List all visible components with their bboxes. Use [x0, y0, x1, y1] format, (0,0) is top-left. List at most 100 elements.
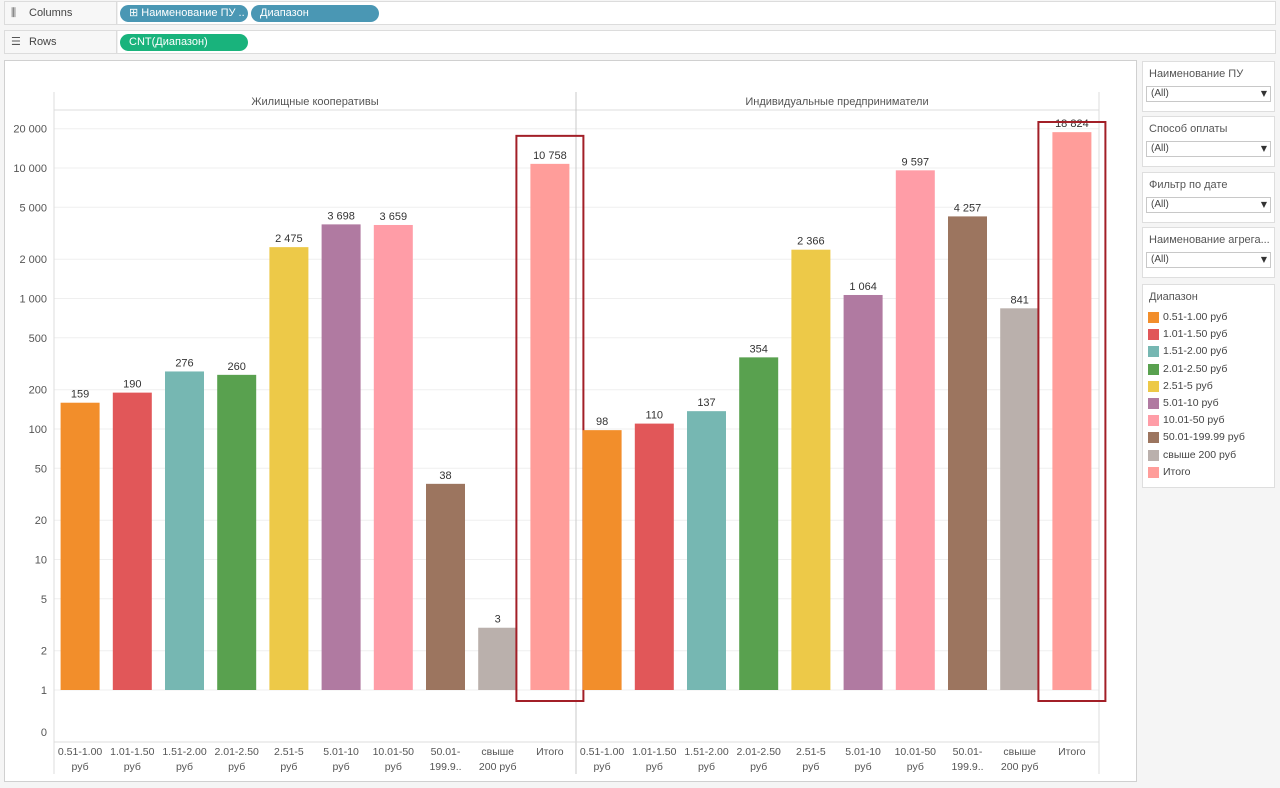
legend-swatch [1148, 466, 1159, 478]
columns-shelf-label: ⫼ Columns [5, 2, 117, 24]
legend-swatch [1148, 380, 1159, 392]
filter-title: Способ оплаты [1149, 123, 1228, 135]
filter-dropdown-aggregator[interactable]: (All) ▼ [1146, 252, 1271, 268]
legend-item[interactable]: 1.51-2.00 руб [1143, 343, 1274, 360]
x-tick-label: 10.01-50 [895, 746, 937, 758]
bar [687, 411, 726, 690]
legend-item[interactable]: 0.51-1.00 руб [1143, 309, 1274, 326]
x-tick-label: руб [176, 761, 193, 773]
filter-value: (All) [1151, 88, 1169, 99]
filter-title: Наименование агрега... [1149, 234, 1270, 246]
bar [739, 357, 779, 690]
x-tick-label: руб [594, 761, 611, 773]
legend-swatch [1148, 397, 1159, 409]
legend-item[interactable]: 2.01-2.50 руб [1143, 361, 1274, 378]
legend-label: 1.51-2.00 руб [1163, 345, 1228, 358]
bar [1052, 132, 1092, 690]
bar [791, 249, 831, 690]
filter-dropdown-date[interactable]: (All) ▼ [1146, 197, 1271, 213]
y-tick-label: 1 [41, 685, 47, 697]
column-pill-range[interactable]: Диапазон [251, 5, 379, 22]
rows-shelf: ☰ Rows CNT(Диапазон) [4, 30, 1276, 54]
x-tick-label: руб [750, 761, 767, 773]
filter-title: Фильтр по дате [1149, 179, 1228, 191]
legend-swatch [1148, 329, 1159, 341]
legend-item[interactable]: свыше 200 руб [1143, 447, 1274, 464]
x-tick-label: свыше [481, 746, 514, 758]
data-label: 159 [71, 389, 89, 401]
bar [217, 374, 257, 690]
data-label: 2 475 [275, 233, 303, 245]
dropdown-arrow-icon: ▼ [1260, 255, 1267, 264]
y-tick-label: 10 [35, 555, 47, 567]
bar [634, 423, 674, 690]
legend-item[interactable]: 10.01-50 руб [1143, 412, 1274, 429]
x-tick-label: руб [698, 761, 715, 773]
legend-item[interactable]: Итого [1143, 464, 1274, 481]
x-tick-label: 2.01-2.50 [737, 746, 782, 758]
data-label: 1 064 [849, 281, 877, 293]
viz-area[interactable]: 0 1 2 5 10 20 50 100 200 500 1 000 2 000 5 000 10 000… [4, 60, 1137, 782]
bar [60, 402, 100, 690]
x-tick-label: руб [280, 761, 297, 773]
bar [948, 216, 987, 690]
bar [1000, 308, 1040, 690]
x-tick-label: 199.9.. [429, 761, 461, 773]
bar [269, 247, 309, 691]
y-tick-label: 1 000 [19, 294, 47, 306]
legend-swatch [1148, 449, 1159, 461]
x-tick-label: руб [802, 761, 819, 773]
filter-dropdown-payment[interactable]: (All) ▼ [1146, 141, 1271, 157]
pane-title: Индивидуальные предприниматели [745, 96, 928, 108]
rows-drop-area[interactable]: CNT(Диапазон) [118, 31, 1275, 53]
filter-card-aggregator: Наименование агрега... (All) ▼ [1142, 227, 1275, 278]
x-tick-label: 50.01- [953, 746, 983, 758]
legend-item[interactable]: 1.01-1.50 руб [1143, 326, 1274, 343]
dropdown-arrow-icon: ▼ [1260, 144, 1267, 153]
bar [373, 224, 413, 690]
legend-label: 0.51-1.00 руб [1163, 311, 1228, 323]
y-tick-label: 5 [41, 594, 47, 606]
columns-icon: ⫼ [11, 6, 17, 19]
data-label: 4 257 [954, 202, 982, 214]
x-tick-label: Итого [536, 746, 564, 758]
data-label: 3 698 [327, 210, 355, 222]
x-tick-label: 199.9.. [951, 761, 983, 773]
x-tick-label: 0.51-1.00 [58, 746, 103, 758]
filter-card-payment: Способ оплаты (All) ▼ [1142, 116, 1275, 167]
bar [112, 392, 152, 690]
x-tick-label: 5.01-10 [845, 746, 881, 758]
bar [426, 483, 465, 690]
y-tick-label: 500 [29, 333, 47, 345]
highlight-box [1037, 121, 1107, 702]
legend-item[interactable]: 2.51-5 руб [1143, 378, 1274, 395]
column-pill-name[interactable]: ⊞ Наименование ПУ .. [120, 5, 248, 22]
columns-shelf: ⫼ Columns ⊞ Наименование ПУ .. Диапазон [4, 1, 1276, 25]
dropdown-arrow-icon: ▼ [1260, 200, 1267, 209]
y-tick-label: 10 000 [13, 163, 47, 175]
data-label: 190 [123, 379, 141, 391]
legend-title: Диапазон [1149, 291, 1198, 303]
y-tick-label: 2 [41, 646, 47, 658]
x-tick-label: 200 руб [1001, 761, 1039, 773]
row-pill-cnt[interactable]: CNT(Диапазон) [120, 34, 248, 51]
y-tick-label: 200 [29, 385, 47, 397]
x-tick-label: 5.01-10 [323, 746, 359, 758]
x-tick-label: свыше [1003, 746, 1036, 758]
rows-icon: ☰ [11, 35, 21, 48]
x-tick-label: руб [228, 761, 245, 773]
filter-dropdown-pu[interactable]: (All) ▼ [1146, 86, 1271, 102]
legend-item[interactable]: 5.01-10 руб [1143, 395, 1274, 412]
x-tick-label: руб [385, 761, 402, 773]
data-label: 10 758 [533, 150, 567, 162]
legend-swatch [1148, 363, 1159, 375]
columns-drop-area[interactable]: ⊞ Наименование ПУ .. Диапазон [118, 2, 1275, 24]
data-label: 18 824 [1055, 118, 1089, 130]
x-tick-label: руб [333, 761, 350, 773]
x-tick-label: 2.01-2.50 [215, 746, 260, 758]
x-tick-label: руб [646, 761, 663, 773]
bar [895, 170, 935, 691]
x-tick-label: 10.01-50 [373, 746, 415, 758]
legend-item[interactable]: 50.01-199.99 руб [1143, 429, 1274, 446]
bar-chart: 0 1 2 5 10 20 50 100 200 500 1 000 2 000 5 000 10 000… [13, 92, 1107, 774]
